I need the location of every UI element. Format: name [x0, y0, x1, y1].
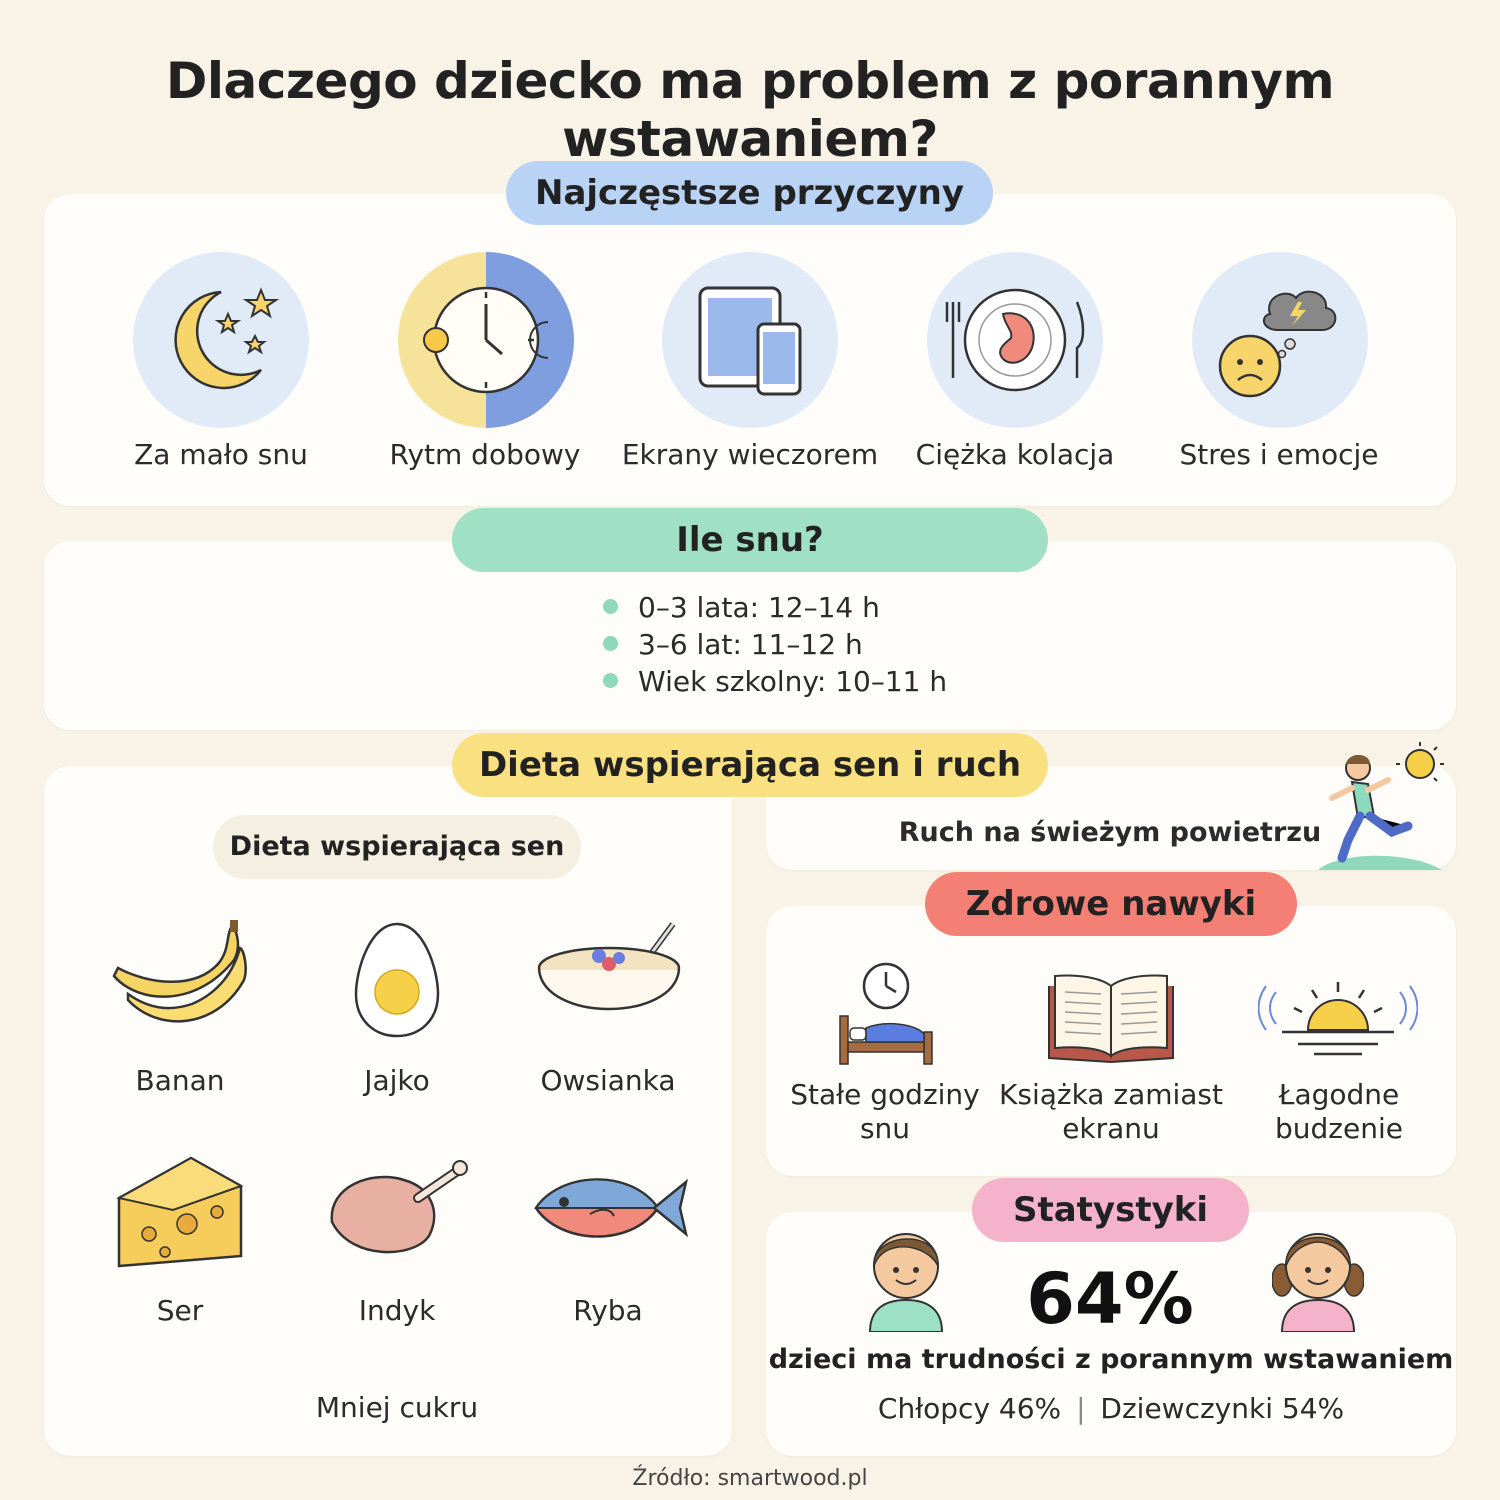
habit-label: Łagodne budzenie — [1275, 1078, 1403, 1145]
stat-description: dzieci ma trudności z porannym wstawanie… — [768, 1344, 1454, 1375]
sleep-card — [44, 541, 1456, 730]
girl-avatar-icon — [1272, 1220, 1364, 1332]
food-label: Ser — [156, 1294, 204, 1327]
diet-footer: Mniej cukru — [315, 1391, 479, 1424]
cause-label: Ekrany wieczorem — [621, 438, 879, 471]
oatmeal-bowl-icon — [535, 918, 683, 1042]
turkey-icon — [322, 1158, 472, 1262]
running-child-icon — [1318, 740, 1448, 870]
fish-icon — [530, 1164, 690, 1254]
page-title: Dlaczego dziecko ma problem z porannym w… — [165, 52, 1335, 168]
diet-subheading: Dieta wspierająca sen — [213, 815, 581, 879]
sleep-item: 0–3 lata: 12–14 h — [603, 591, 880, 624]
boy-avatar-icon — [866, 1222, 946, 1332]
bullet-dot — [603, 672, 618, 688]
sleep-item: Wiek szkolny: 10–11 h — [603, 665, 947, 698]
stat-breakdown: Chłopcy 46% | Dziewczynki 54% — [766, 1392, 1456, 1425]
stat-percent: 64% — [1026, 1258, 1194, 1340]
diet-card — [44, 766, 732, 1456]
food-label: Owsianka — [540, 1064, 676, 1097]
food-label: Banan — [135, 1064, 225, 1097]
habit-label: Książka zamiast ekranu — [999, 1078, 1223, 1145]
cause-label: Rytm dobowy — [389, 438, 581, 471]
tablet-phone-icon — [662, 252, 838, 428]
stats-heading: Statystyki — [972, 1178, 1249, 1242]
source-note: Źródło: smartwood.pl — [632, 1466, 868, 1491]
stat-separator: | — [1076, 1392, 1086, 1425]
habits-heading: Zdrowe nawyki — [925, 872, 1297, 936]
food-label: Ryba — [573, 1294, 643, 1327]
food-label: Jajko — [364, 1064, 430, 1097]
egg-icon — [352, 920, 442, 1040]
cause-label: Ciężka kolacja — [915, 438, 1115, 471]
bed-clock-icon — [836, 962, 936, 1066]
cause-label: Stres i emocje — [1179, 438, 1379, 471]
day-night-clock-icon — [398, 252, 574, 428]
causes-heading: Najczęstsze przyczyny — [506, 161, 993, 225]
habit-label: Stałe godziny snu — [790, 1078, 980, 1145]
cause-label: Za mało snu — [134, 438, 308, 471]
bullet-dot — [603, 598, 618, 614]
banana-icon — [108, 920, 253, 1040]
diet-heading: Dieta wspierająca sen i ruch — [452, 733, 1048, 797]
outdoor-label: Ruch na świeżym powietrzu — [898, 817, 1322, 848]
plate-stomach-icon — [927, 252, 1103, 428]
open-book-icon — [1045, 970, 1177, 1066]
sleep-item: 3–6 lat: 11–12 h — [603, 628, 863, 661]
sleep-heading: Ile snu? — [452, 508, 1048, 572]
food-label: Indyk — [358, 1294, 436, 1327]
bullet-dot — [603, 635, 618, 651]
worried-face-cloud-icon — [1192, 252, 1368, 428]
stat-boys: Chłopcy 46% — [877, 1392, 1062, 1425]
moon-stars-icon — [133, 252, 309, 428]
stat-girls: Dziewczynki 54% — [1100, 1392, 1345, 1425]
cheese-icon — [113, 1152, 245, 1268]
sunrise-icon — [1258, 976, 1418, 1062]
